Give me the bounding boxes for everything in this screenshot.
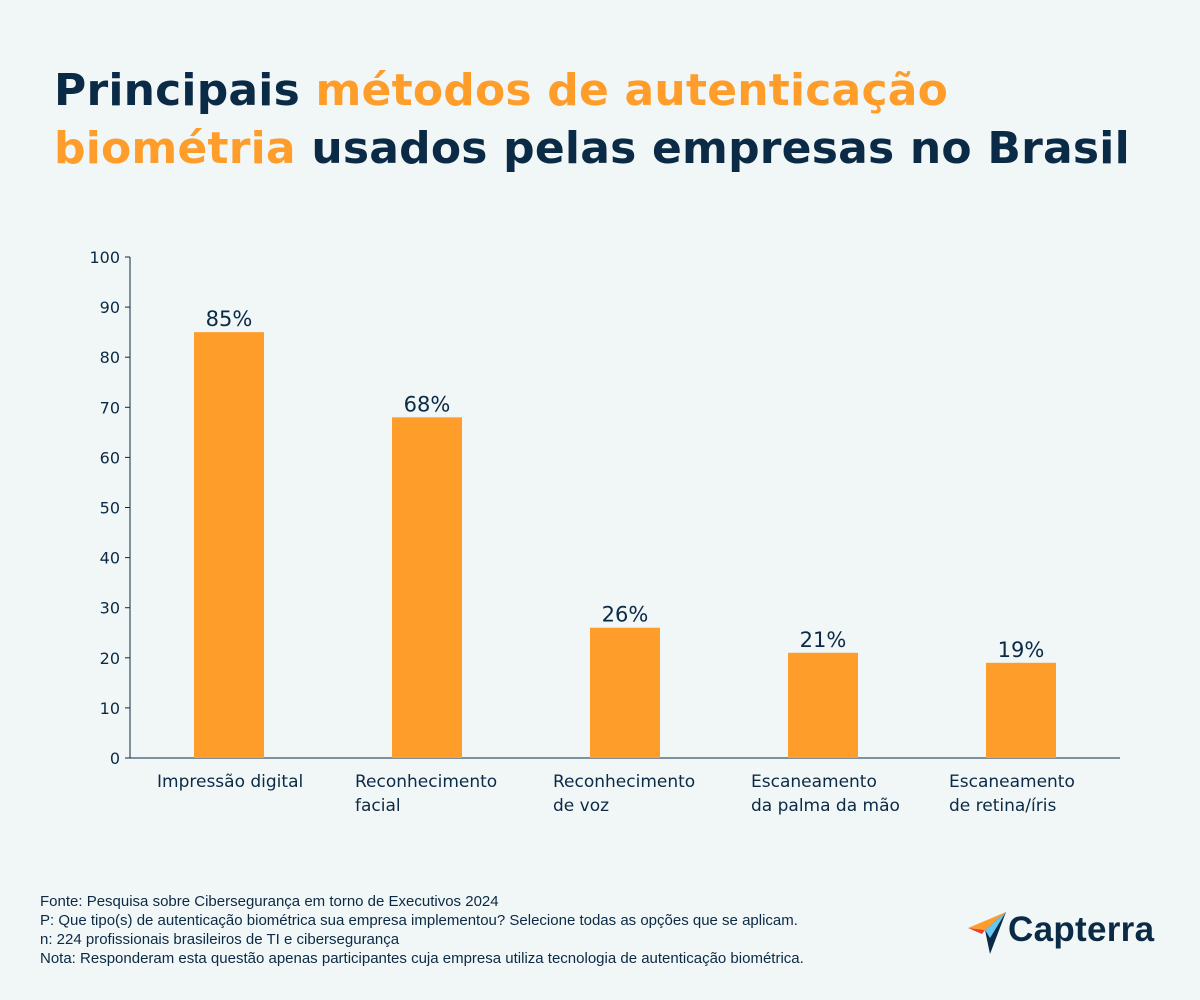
y-tick-label: 80 [100,348,120,367]
data-label: 68% [404,392,451,416]
title-part-1: Principais [54,65,316,116]
y-tick-label: 100 [89,248,120,267]
footer-sample: n: 224 profissionais brasileiros de TI e… [40,931,400,948]
x-tick-label: facial [355,796,401,816]
x-tick-label: Reconhecimento [553,772,695,792]
x-tick-label: Reconhecimento [355,772,497,792]
footer-question: P: Que tipo(s) de autenticação biométric… [40,912,798,929]
y-tick-label: 10 [100,699,120,718]
y-tick-label: 0 [110,749,120,768]
bar [986,662,1056,758]
title-part-2-highlight: métodos de autenticação biométria [54,65,949,174]
y-tick-label: 90 [100,298,120,317]
bar-chart: 0 10 20 30 40 50 60 70 80 90 100 85% Impressão digit… [89,248,1120,816]
y-tick-label: 30 [100,599,120,618]
data-label: 19% [998,638,1045,662]
chart-title: Principais métodos de autenticação biomé… [54,62,1164,178]
data-label: 85% [206,307,253,331]
bar [788,652,858,758]
y-tick-label: 70 [100,398,120,417]
title-part-3: usados pelas empresas no Brasil [295,123,1130,174]
footer-source: Fonte: Pesquisa sobre Cibersegurança em … [40,893,499,910]
x-tick-label: Impressão digital [157,772,303,792]
bar [590,627,660,758]
capterra-logo-text: Capterra [1008,910,1155,949]
y-tick-label: 50 [100,499,120,518]
capterra-logo: Capterra [966,906,1166,956]
bar [194,332,264,758]
y-tick-label: 40 [100,549,120,568]
chart-footer: Fonte: Pesquisa sobre Cibersegurança em … [40,892,940,968]
x-tick-label: Escaneamento [751,772,877,792]
footer-note: Nota: Responderam esta questão apenas pa… [40,950,804,967]
capterra-arrow-icon [968,912,1006,954]
x-tick-label: de voz [553,796,609,816]
y-tick-label: 20 [100,649,120,668]
y-tick-label: 60 [100,448,120,467]
x-tick-label: Escaneamento [949,772,1075,792]
data-label: 21% [800,628,847,652]
bar [392,417,462,758]
x-tick-label: de retina/íris [949,796,1056,816]
data-label: 26% [602,603,649,627]
x-tick-label: da palma da mão [751,796,900,816]
